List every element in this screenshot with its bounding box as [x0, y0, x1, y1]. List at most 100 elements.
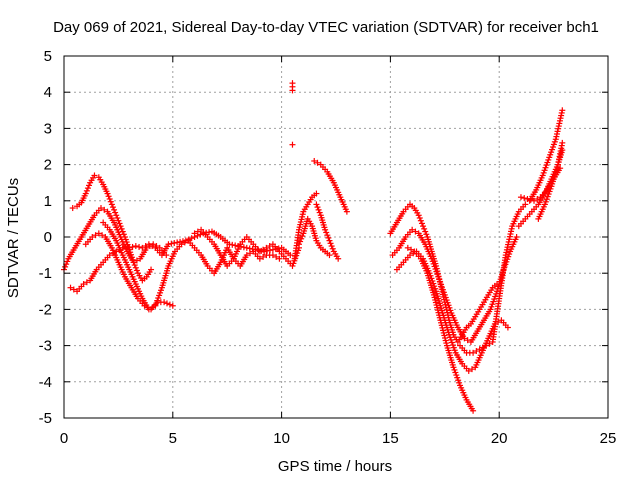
data-point: [521, 195, 528, 202]
data-point: [289, 141, 296, 148]
data-point: [115, 217, 122, 224]
data-point: [67, 284, 74, 291]
data-point: [161, 299, 168, 306]
x-axis-label: GPS time / hours: [278, 458, 392, 475]
data-point: [409, 226, 416, 233]
data-point: [116, 220, 123, 227]
data-point: [421, 225, 428, 232]
data-point: [476, 346, 483, 353]
data-point: [326, 252, 333, 259]
data-point: [99, 232, 106, 239]
y-axis-label: SDTVAR / TECUs: [5, 178, 22, 298]
data-point: [247, 250, 254, 257]
data-point: [229, 241, 236, 248]
x-tick-label: 5: [169, 430, 177, 447]
x-tick-label: 15: [382, 430, 399, 447]
data-point: [513, 234, 520, 240]
data-point: [139, 244, 146, 251]
data-point: [297, 238, 304, 245]
data-point: [276, 255, 283, 262]
data-point: [522, 201, 529, 208]
data-point: [420, 223, 427, 230]
y-tick-label: -4: [39, 374, 52, 391]
data-point: [465, 367, 472, 374]
data-point: [325, 234, 332, 241]
data-point: [118, 225, 125, 232]
data-point: [473, 348, 480, 355]
data-point: [240, 244, 247, 251]
data-point: [145, 306, 152, 313]
data-point: [83, 279, 90, 286]
x-tick-label: 20: [491, 430, 508, 447]
y-tick-label: -1: [39, 265, 52, 282]
data-point: [524, 195, 531, 202]
data-point: [148, 266, 155, 273]
data-point: [326, 237, 333, 244]
data-point: [166, 301, 173, 308]
data-point: [256, 255, 263, 262]
data-point: [324, 232, 331, 239]
data-point: [527, 196, 534, 203]
data-point: [311, 157, 318, 164]
data-point: [132, 264, 139, 271]
data-point: [531, 197, 538, 204]
data-point: [289, 87, 296, 94]
data-point: [89, 234, 96, 240]
data-point: [314, 204, 321, 211]
data-point: [185, 236, 192, 243]
data-point: [82, 190, 89, 197]
data-point: [323, 229, 330, 236]
y-tick-label: -5: [39, 410, 52, 427]
data-point: [461, 335, 468, 342]
data-point: [263, 244, 270, 251]
data-point: [486, 340, 493, 347]
data-point: [120, 231, 127, 238]
data-point: [112, 209, 119, 216]
data-point: [86, 182, 93, 189]
data-point: [132, 243, 139, 250]
data-point: [101, 206, 108, 213]
data-point: [260, 246, 267, 253]
data-point: [273, 253, 280, 260]
y-axis-ticks: -5 -4 -3 -2 -1 0 1 2 3 4 5: [39, 48, 608, 427]
data-point: [264, 247, 271, 254]
data-point: [287, 252, 294, 259]
data-point: [315, 206, 322, 213]
y-tick-label: 5: [44, 48, 52, 65]
data-point: [106, 195, 113, 202]
data-point: [165, 241, 172, 248]
data-point: [517, 194, 524, 201]
data-point: [92, 232, 99, 239]
data-point: [269, 252, 276, 259]
data-point: [191, 230, 198, 237]
y-tick-label: -2: [39, 301, 52, 318]
data-point: [114, 214, 121, 221]
data-point: [142, 243, 149, 250]
data-point: [171, 240, 178, 247]
data-point: [119, 228, 126, 235]
data-point: [70, 286, 77, 293]
data-point: [136, 243, 143, 250]
data-point: [194, 228, 201, 235]
data-point: [470, 349, 477, 356]
grid-lines: [64, 56, 608, 418]
data-point: [111, 206, 118, 213]
data-point: [62, 263, 69, 270]
data-point: [416, 214, 423, 221]
data-point: [145, 241, 152, 248]
data-point: [470, 407, 477, 414]
data-point: [163, 300, 170, 307]
data-point: [130, 259, 137, 266]
data-point: [504, 324, 511, 331]
data-point: [80, 281, 87, 288]
data-point: [126, 244, 133, 251]
data-point: [255, 247, 262, 254]
data-point: [243, 252, 250, 259]
data-point: [412, 228, 419, 235]
data-point: [83, 187, 90, 194]
data-point: [406, 252, 413, 259]
data-point: [559, 139, 566, 146]
data-point: [479, 344, 486, 351]
y-tick-label: 2: [44, 157, 52, 174]
data-point: [149, 243, 156, 250]
